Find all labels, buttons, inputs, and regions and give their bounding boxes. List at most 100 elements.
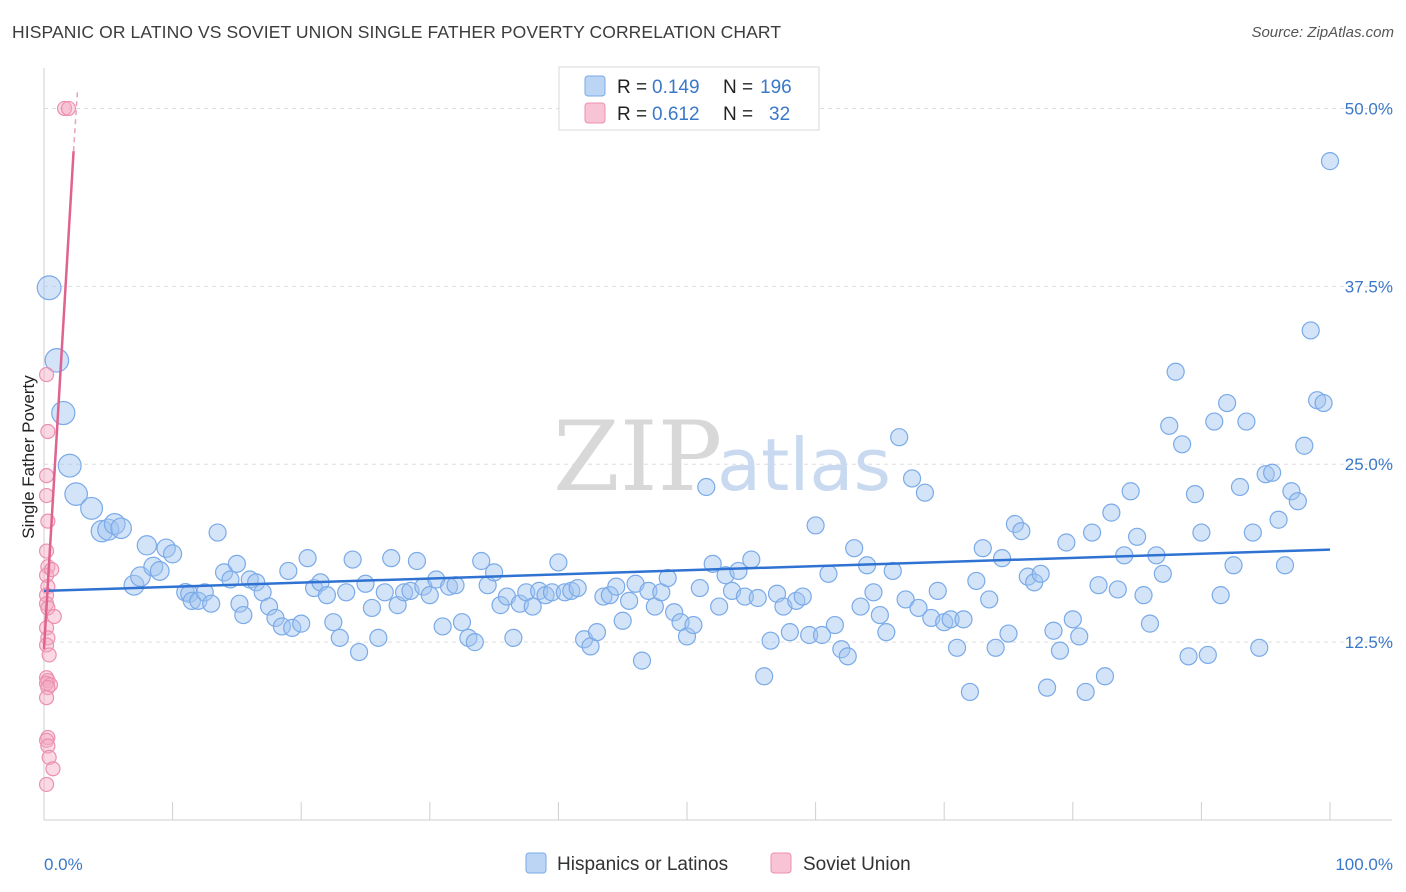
hispanics-point-132 [902,469,922,488]
legend-r-value-1: 0.149 [652,77,700,98]
bottom-legend-soviet: Soviet Union [803,854,911,875]
soviet-point-3 [40,423,56,440]
bottom-legend-hispanics: Hispanics or Latinos [557,854,728,875]
chart-title: HISPANIC OR LATINO VS SOVIET UNION SINGL… [12,22,782,42]
hispanics-point-144 [980,590,999,609]
hispanics-point-50 [375,583,394,602]
hispanics-point-97 [677,627,697,646]
hispanics-point-191 [1282,482,1301,501]
hispanics-point-86 [607,577,626,596]
hispanics-point-167 [1127,527,1147,546]
trend-soviet-extension [72,91,79,152]
hispanics-point-163 [1102,503,1121,522]
hispanics-point-53 [394,583,414,602]
legend-n-value-1: 196 [760,77,792,98]
hispanics-point-181 [1218,393,1237,413]
hispanics-point-42 [324,613,343,632]
hispanics-point-122 [838,647,857,666]
soviet-point-0 [56,100,73,117]
source-label: Source: ZipAtlas.com [1251,24,1394,41]
bottom-legend: Hispanics or Latinos Soviet Union [525,852,911,875]
hispanics-point-62 [452,613,472,632]
hispanics-point-162 [1095,667,1115,686]
soviet-point-10 [44,561,60,578]
hispanics-point-140 [954,610,973,629]
bottom-legend-swatch-pink [770,852,792,874]
hispanics-point-98 [684,615,703,635]
hispanics-point-23 [208,523,227,542]
legend-r-label-2: R = [617,104,647,125]
hispanics-point-61 [446,576,465,595]
y-tick-label-0: 12.5% [1345,633,1393,652]
hispanics-point-36 [283,618,302,637]
gridlines [44,107,1392,643]
hispanics-point-83 [587,623,607,642]
hispanics-point-160 [1082,523,1102,542]
hispanics-point-113 [780,623,799,642]
hispanics-point-177 [1192,523,1211,542]
hispanics-point-110 [761,631,780,650]
legend-box: R = 0.149 N = 196 R = 0.612 N = 32 [558,66,820,131]
hispanics-point-153 [1037,678,1057,697]
hispanics-point-152 [1031,564,1050,583]
x-tick-label-1: 100.0% [1335,855,1393,874]
hispanics-point-141 [960,682,980,702]
hispanics-point-65 [472,551,491,571]
soviet-point-4 [38,468,55,484]
hispanics-point-131 [896,590,915,609]
hispanics-point-185 [1243,523,1262,542]
y-tick-label-1: 25.0% [1345,455,1393,474]
hispanics-point-12 [136,535,158,556]
hispanics-point-142 [967,571,986,591]
y-tick-label-3: 50.0% [1345,99,1393,118]
watermark: ZIP atlas [553,401,891,513]
hispanics-point-184 [1237,412,1256,431]
hispanics-point-51 [382,549,401,568]
hispanics-point-67 [485,563,504,582]
hispanics-point-193 [1295,436,1314,455]
hispanics-point-126 [864,583,883,602]
axes [43,68,1392,821]
hispanics-point-145 [986,638,1005,657]
soviet-point-25 [38,690,55,706]
hispanics-point-90 [632,651,652,670]
hispanics-point-2 [51,400,76,426]
hispanics-point-59 [433,617,452,636]
trend-lines [42,91,1331,650]
hispanics-point-16 [163,544,183,564]
hispanics-point-80 [568,578,587,598]
hispanics-point-136 [928,581,947,600]
legend-swatch-blue [584,75,606,97]
soviet-point-31 [38,776,55,793]
soviet-point-5 [38,487,55,504]
hispanics-point-172 [1160,416,1179,435]
hispanics-point-194 [1301,321,1320,340]
hispanics-point-105 [729,561,748,581]
hispanics-point-109 [755,667,774,686]
hispanics-point-169 [1140,614,1160,633]
watermark-zip: ZIP [553,401,722,513]
hispanics-point-143 [973,539,992,558]
bottom-legend-swatch-blue [525,852,547,874]
hispanics-point-134 [915,483,935,502]
hispanics-point-133 [909,598,928,618]
hispanics-point-76 [542,583,562,602]
hispanics-point-197 [1320,152,1340,171]
hispanics-point-35 [279,561,298,581]
y-axis-label: Single Father Poverty [19,375,38,539]
hispanics-point-146 [992,549,1012,568]
soviet-point-30 [45,761,61,777]
hispanics-point-161 [1089,576,1108,595]
hispanics-point-94 [658,568,677,588]
series-soviet-points [38,100,77,793]
legend-n-label-2: N = [723,104,753,125]
hispanics-point-47 [356,574,375,593]
hispanics-point-30 [247,573,266,592]
soviet-point-2 [38,366,55,383]
hispanics-point-123 [845,539,864,558]
hispanics-point-139 [947,638,967,657]
legend-n-label-1: N = [723,77,753,98]
hispanics-point-168 [1134,586,1153,605]
trend-hispanics [43,548,1331,593]
